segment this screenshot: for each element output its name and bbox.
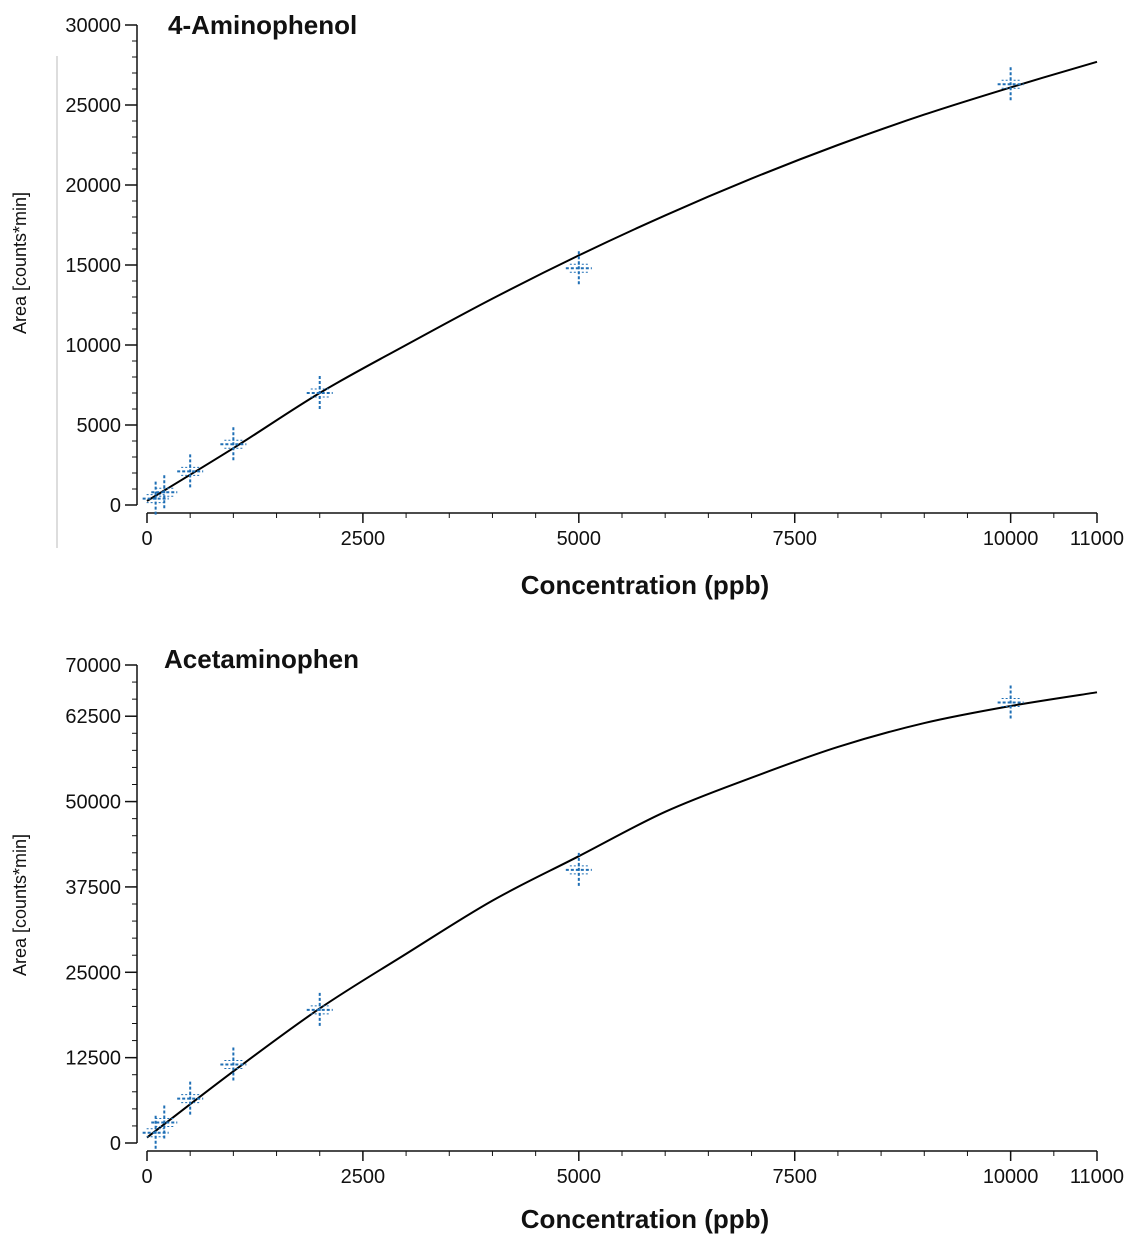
data-point [220, 427, 247, 462]
y-tick-label: 10000 [65, 335, 121, 357]
x-axis-title: Concentration (ppb) [521, 570, 769, 600]
x-tick-label: 11000 [1070, 528, 1124, 550]
y-tick-label: 15000 [65, 255, 121, 277]
y-tick-label: 62500 [65, 706, 121, 728]
y-tick-label: 25000 [65, 95, 121, 117]
data-point [997, 685, 1024, 720]
x-tick-label: 5000 [557, 1166, 602, 1188]
x-tick-label: 2500 [341, 528, 386, 550]
y-tick-label: 0 [110, 1133, 121, 1155]
chart-title: Acetaminophen [164, 644, 359, 674]
y-tick-label: 20000 [65, 175, 121, 197]
x-tick-label: 0 [141, 528, 152, 550]
y-tick-label: 12500 [65, 1048, 121, 1070]
data-point [142, 481, 169, 516]
x-tick-label: 2500 [341, 1166, 386, 1188]
x-tick-label: 0 [141, 1166, 152, 1188]
data-point [177, 454, 204, 489]
chart-4-aminophenol: 4-Aminophenol Area [counts*min] Concentr… [10, 10, 1124, 600]
y-tick-label: 30000 [65, 15, 121, 37]
y-tick-label: 70000 [65, 655, 121, 677]
data-point [151, 1105, 178, 1140]
y-axis-title: Area [counts*min] [10, 834, 30, 976]
y-tick-label: 37500 [65, 877, 121, 899]
fit-curve [146, 60, 1098, 502]
chart-title: 4-Aminophenol [168, 10, 357, 40]
chart-acetaminophen: Acetaminophen Area [counts*min] Concentr… [10, 644, 1124, 1234]
data-point [220, 1047, 247, 1082]
fit-curve [146, 691, 1098, 1139]
data-point [306, 992, 333, 1027]
y-axis-title: Area [counts*min] [10, 192, 30, 334]
x-tick-label: 11000 [1070, 1166, 1124, 1188]
x-axis-title: Concentration (ppb) [521, 1204, 769, 1234]
y-tick-label: 50000 [65, 792, 121, 814]
data-point [306, 376, 333, 410]
x-tick-label: 7500 [772, 528, 817, 550]
data-point [997, 67, 1024, 102]
y-tick-label: 0 [110, 495, 121, 517]
data-point [565, 852, 592, 887]
y-tick-label: 25000 [65, 962, 121, 984]
data-point [177, 1081, 204, 1116]
x-tick-label: 10000 [983, 528, 1039, 550]
data-point [565, 251, 592, 286]
x-tick-label: 7500 [772, 1166, 817, 1188]
x-tick-label: 10000 [983, 1166, 1039, 1188]
data-point [151, 475, 178, 510]
x-tick-label: 5000 [557, 528, 602, 550]
y-tick-label: 5000 [77, 415, 122, 437]
